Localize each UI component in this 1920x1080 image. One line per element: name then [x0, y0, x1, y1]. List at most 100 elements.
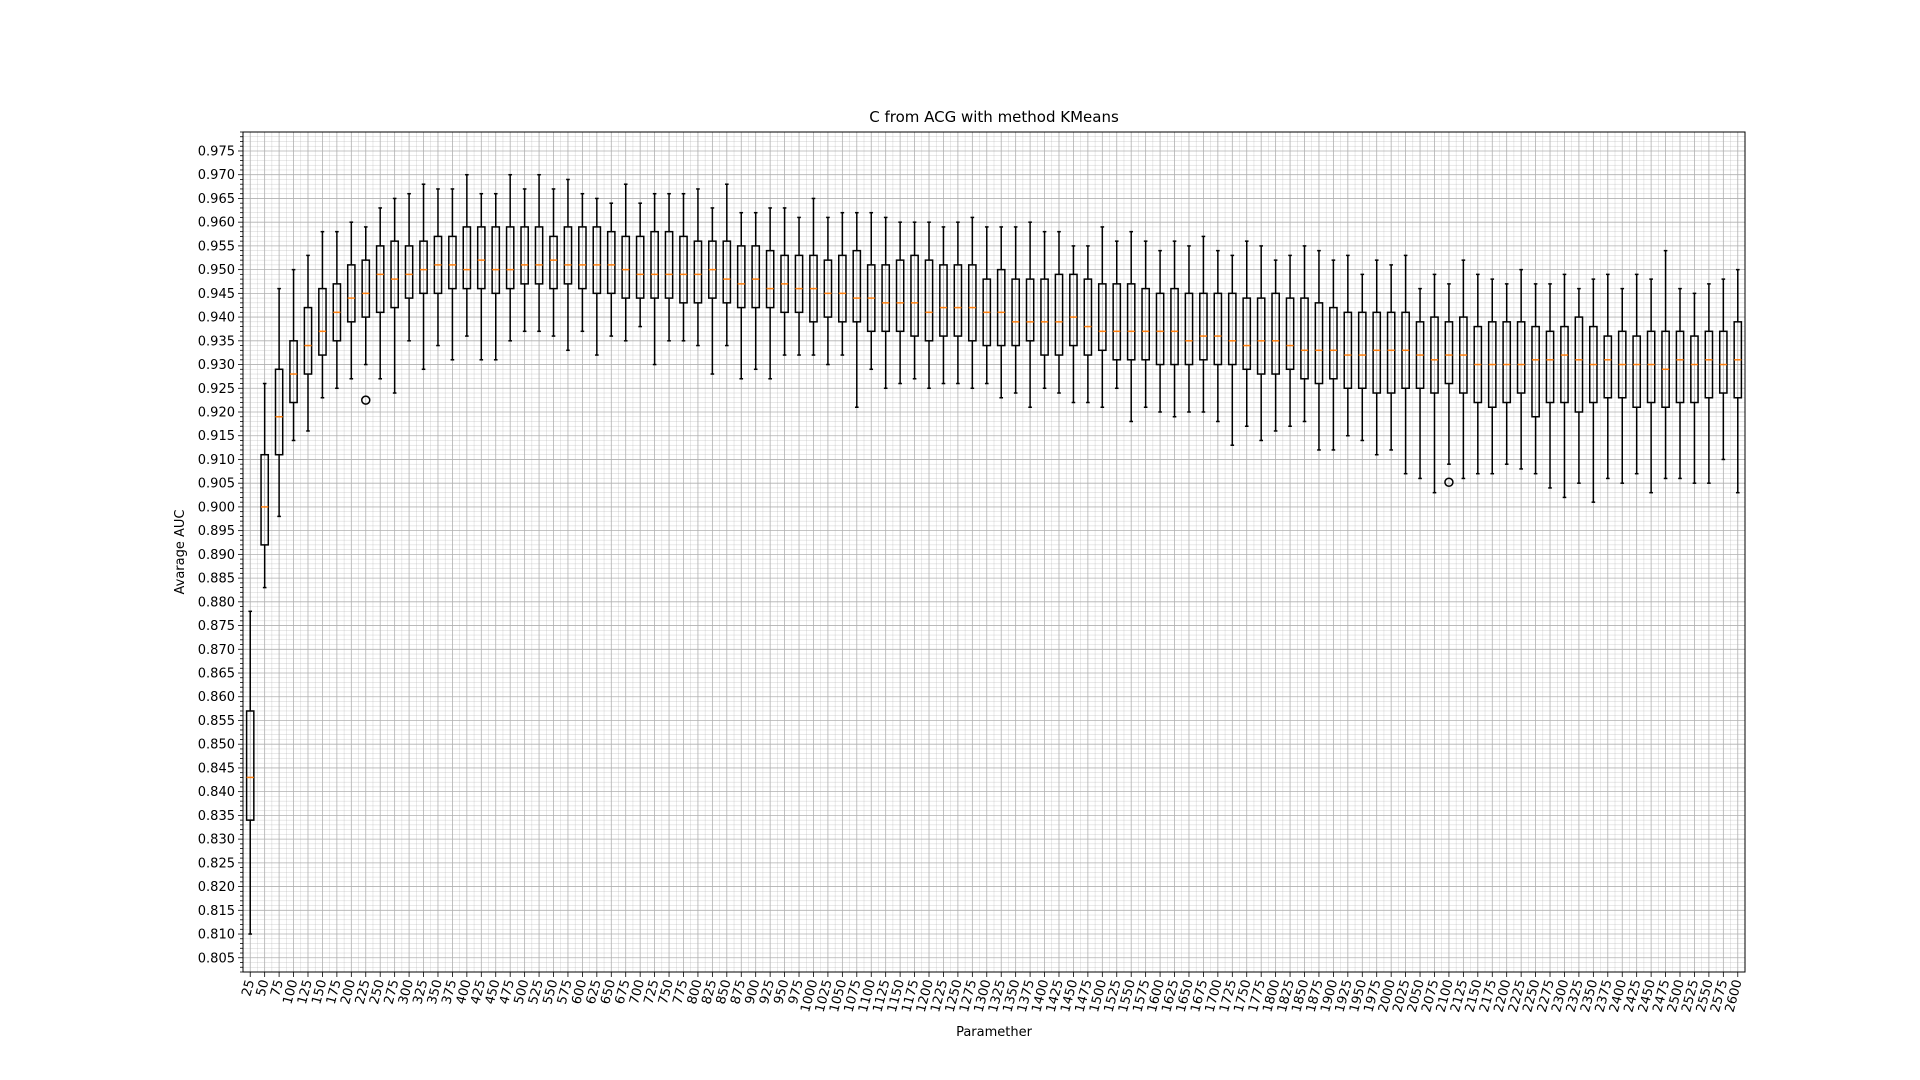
- box-925: [765, 207, 775, 380]
- outlier-point: [1444, 477, 1454, 487]
- box-1100: [866, 211, 876, 371]
- box-body: [837, 254, 847, 323]
- box-body: [1083, 278, 1093, 356]
- x-tick-label: 600: [569, 978, 590, 1006]
- box-1125: [881, 216, 891, 390]
- box-body: [1054, 273, 1064, 356]
- box-600: [578, 192, 587, 333]
- x-tick-label: 575: [555, 978, 576, 1006]
- box-125: [303, 254, 313, 432]
- box-body: [520, 226, 529, 285]
- box-750: [664, 192, 674, 342]
- box-body: [1603, 335, 1613, 399]
- box-1800: [1271, 259, 1280, 432]
- y-tick-label: 0.950: [198, 263, 235, 278]
- box-1775: [1256, 245, 1266, 442]
- box-body: [953, 264, 963, 337]
- box-body: [736, 245, 746, 309]
- box-1950: [1357, 273, 1367, 442]
- x-tick-label: 850: [714, 978, 735, 1006]
- box-375: [448, 188, 457, 361]
- box-body: [794, 254, 804, 314]
- box-175: [332, 230, 342, 390]
- box-1400: [1040, 230, 1049, 390]
- box-1200: [924, 221, 934, 390]
- box-425: [476, 192, 486, 361]
- box-body: [1545, 330, 1555, 404]
- box-body: [318, 287, 327, 356]
- box-body: [419, 240, 428, 295]
- box-1050: [837, 211, 847, 356]
- box-1325: [996, 226, 1006, 399]
- box-2275: [1545, 283, 1555, 489]
- y-tick-label: 0.910: [198, 453, 235, 468]
- x-tick-label: 275: [382, 978, 403, 1006]
- box-1975: [1372, 259, 1382, 456]
- box-875: [736, 211, 746, 380]
- box-1825: [1285, 254, 1295, 427]
- x-tick-label: 175: [324, 978, 345, 1006]
- box-2575: [1718, 278, 1728, 461]
- y-tick-label: 0.930: [198, 358, 235, 373]
- box-2450: [1646, 278, 1656, 494]
- box-1000: [809, 197, 818, 356]
- box-body: [448, 235, 457, 290]
- box-body: [1242, 297, 1252, 371]
- box-525: [534, 173, 544, 333]
- x-tick-label: 125: [295, 978, 316, 1006]
- box-body: [505, 226, 515, 290]
- y-axis-label: Avarage AUC: [173, 510, 188, 595]
- box-body: [1690, 335, 1699, 404]
- box-2500: [1675, 287, 1685, 480]
- box-75: [274, 287, 284, 518]
- box-2225: [1516, 268, 1526, 470]
- box-body: [1675, 330, 1685, 404]
- x-tick-label: 700: [627, 978, 648, 1006]
- box-2300: [1560, 273, 1569, 499]
- box-1175: [910, 221, 919, 380]
- box-2550: [1704, 283, 1714, 484]
- box-body: [549, 235, 558, 290]
- box-900: [751, 211, 761, 371]
- box-2050: [1415, 287, 1425, 480]
- box-body: [534, 226, 544, 285]
- box-400: [462, 173, 472, 337]
- x-tick-label: 325: [410, 978, 431, 1006]
- box-975: [794, 216, 804, 356]
- box-body: [1718, 330, 1728, 394]
- box-2100: [1444, 283, 1454, 487]
- x-tick-label: 650: [598, 978, 619, 1006]
- box-500: [520, 188, 529, 333]
- box-2325: [1574, 287, 1584, 484]
- box-body: [722, 240, 732, 304]
- box-body: [1011, 278, 1021, 347]
- y-tick-label: 0.845: [198, 761, 235, 776]
- box-1075: [852, 211, 862, 409]
- box-body: [361, 259, 371, 318]
- x-axis-ticks: 2550751001251501752002252502753003253503…: [239, 972, 1746, 1014]
- box-2025: [1401, 254, 1410, 475]
- box-1150: [895, 221, 905, 385]
- box-1300: [982, 226, 992, 385]
- box-body: [895, 259, 905, 333]
- box-700: [635, 202, 645, 328]
- y-tick-label: 0.900: [198, 500, 235, 515]
- box-2175: [1487, 278, 1497, 475]
- box-body: [1300, 297, 1309, 380]
- box-body: [1199, 292, 1208, 361]
- box-body: [765, 249, 775, 309]
- box-body: [664, 230, 674, 299]
- box-body: [1372, 311, 1382, 394]
- x-tick-label: 375: [439, 978, 460, 1006]
- y-axis-ticks: 0.805 0.810 0.815 0.820 0.825 0.830 0.835 0.840…: [198, 131, 243, 973]
- box-2475: [1661, 249, 1670, 480]
- box-body: [1271, 292, 1280, 375]
- box-body: [1560, 325, 1569, 404]
- box-1250: [953, 221, 963, 385]
- box-350: [433, 188, 443, 347]
- box-2200: [1502, 283, 1512, 465]
- y-tick-label: 0.805: [198, 951, 235, 966]
- box-body: [1646, 330, 1656, 404]
- box-body: [1184, 292, 1194, 366]
- box-2525: [1690, 292, 1699, 484]
